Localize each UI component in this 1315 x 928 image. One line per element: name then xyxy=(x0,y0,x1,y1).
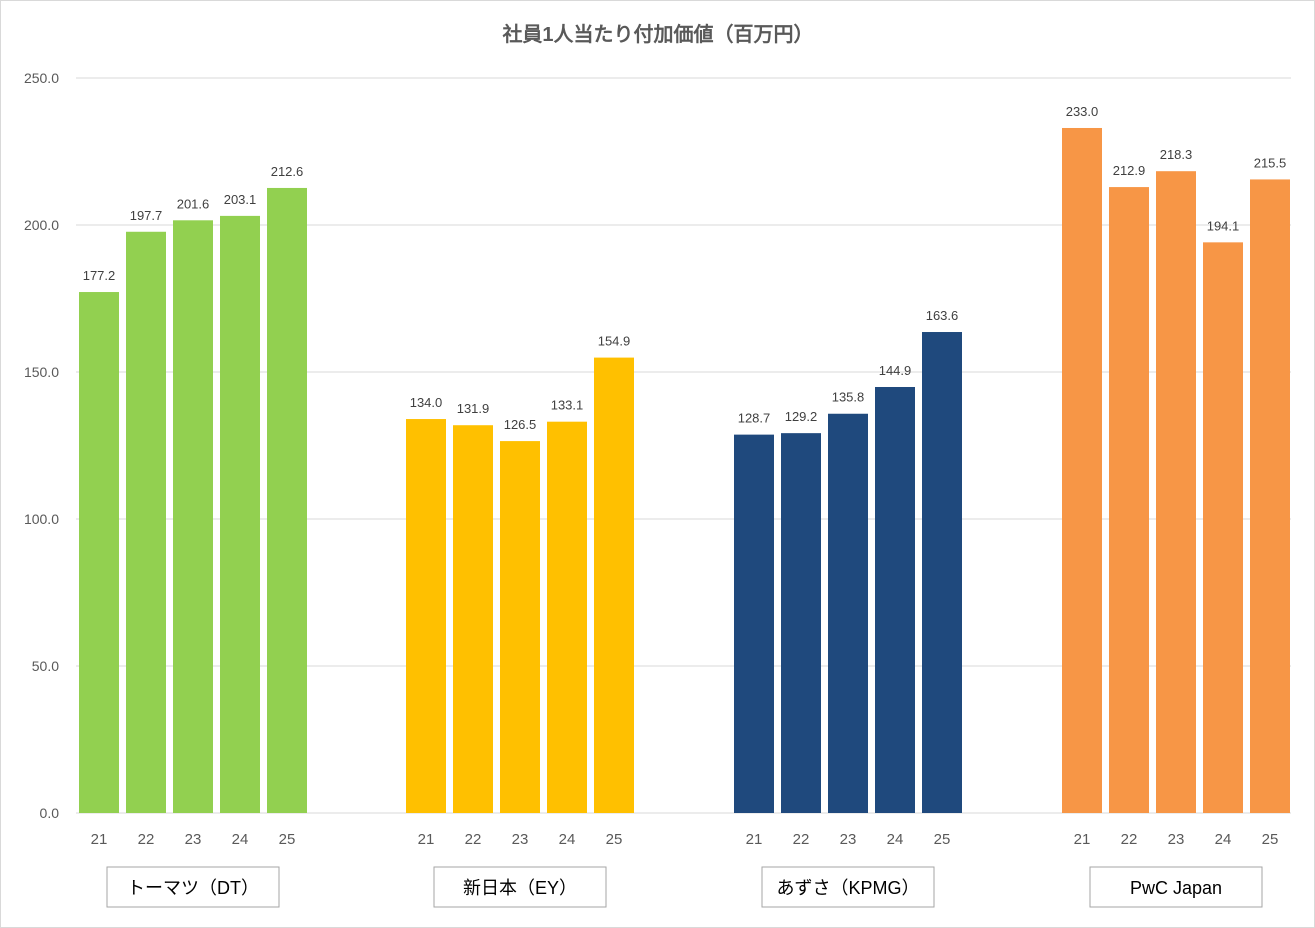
x-tick-label: 22 xyxy=(138,831,155,848)
x-tick-label: 24 xyxy=(887,831,904,848)
bars xyxy=(79,127,1290,814)
bar xyxy=(1062,127,1102,814)
data-label: 128.7 xyxy=(738,411,771,426)
bar xyxy=(220,215,260,814)
bar xyxy=(1109,187,1149,814)
group-label: 新日本（EY） xyxy=(463,878,577,898)
group-label-box xyxy=(433,866,607,908)
data-label: 144.9 xyxy=(879,363,912,378)
group-label-box xyxy=(106,866,280,908)
data-label: 126.5 xyxy=(504,417,537,432)
x-tick-label: 21 xyxy=(91,831,108,848)
x-tick-label: 24 xyxy=(559,831,576,848)
x-tick-label: 23 xyxy=(840,831,857,848)
bar xyxy=(828,413,868,813)
group-label-box xyxy=(1089,866,1263,908)
data-label: 134.0 xyxy=(410,395,443,410)
bar xyxy=(922,332,962,813)
bar xyxy=(126,231,166,814)
bar xyxy=(406,419,446,813)
x-axis-ticks: 21 22 23 24 25 21 22 23 24 25 21 22 23 24 25 21 22 23 24 25 xyxy=(91,831,1279,848)
x-tick-label: 21 xyxy=(418,831,435,848)
data-label: 215.5 xyxy=(1254,155,1287,170)
y-tick-label: 250.0 xyxy=(24,70,59,86)
x-tick-label: 25 xyxy=(1262,831,1279,848)
bar xyxy=(734,434,774,813)
y-tick-label: 100.0 xyxy=(24,511,59,527)
data-labels: 177.2 197.7 201.6 203.1 212.6 134.0 131.9 126.5… xyxy=(83,104,1287,432)
chart-title: 社員1人当たり付加価値（百万円） xyxy=(501,22,813,46)
bar xyxy=(453,425,493,813)
y-tick-label: 200.0 xyxy=(24,217,59,233)
x-tick-label: 23 xyxy=(512,831,529,848)
data-label: 203.1 xyxy=(224,192,257,207)
x-tick-label: 25 xyxy=(606,831,623,848)
x-tick-label: 22 xyxy=(1121,831,1138,848)
x-tick-label: 21 xyxy=(746,831,763,848)
data-label: 197.7 xyxy=(130,208,163,223)
group-label: あずさ（KPMG） xyxy=(776,878,919,898)
data-label: 212.6 xyxy=(271,164,304,179)
x-tick-label: 22 xyxy=(793,831,810,848)
data-label: 233.0 xyxy=(1066,104,1099,119)
y-tick-label: 150.0 xyxy=(24,364,59,380)
x-tick-label: 25 xyxy=(279,831,296,848)
x-tick-label: 23 xyxy=(185,831,202,848)
bar xyxy=(547,421,587,813)
data-label: 129.2 xyxy=(785,409,818,424)
x-tick-label: 24 xyxy=(1215,831,1232,848)
y-tick-label: 0.0 xyxy=(40,805,60,821)
bar xyxy=(267,187,307,813)
bar xyxy=(1156,171,1196,813)
data-label: 135.8 xyxy=(832,390,865,405)
data-label: 163.6 xyxy=(926,308,959,323)
group-label: PwC Japan xyxy=(1130,878,1222,898)
x-tick-label: 21 xyxy=(1074,831,1091,848)
group-labels: トーマツ（DT） 新日本（EY） あずさ（KPMG） PwC Japan xyxy=(106,866,1263,908)
bar xyxy=(79,292,119,814)
y-tick-label: 50.0 xyxy=(32,658,59,674)
bar xyxy=(781,433,821,813)
data-label: 194.1 xyxy=(1207,218,1240,233)
data-label: 131.9 xyxy=(457,401,490,416)
group-label: トーマツ（DT） xyxy=(127,878,259,898)
x-tick-label: 24 xyxy=(232,831,249,848)
x-tick-label: 23 xyxy=(1168,831,1185,848)
bar xyxy=(1250,179,1290,813)
data-label: 133.1 xyxy=(551,398,584,413)
bar xyxy=(500,441,540,813)
data-label: 154.9 xyxy=(598,334,631,349)
bar xyxy=(875,386,915,813)
bar xyxy=(1203,242,1243,813)
y-axis-ticks: 0.0 50.0 100.0 150.0 200.0 250.0 xyxy=(24,70,59,821)
data-label: 212.9 xyxy=(1113,163,1146,178)
data-label: 218.3 xyxy=(1160,147,1193,162)
x-tick-label: 22 xyxy=(465,831,482,848)
bar xyxy=(173,220,213,813)
data-label: 177.2 xyxy=(83,268,116,283)
bar xyxy=(594,357,634,813)
group-label-box xyxy=(761,866,935,908)
x-tick-label: 25 xyxy=(934,831,951,848)
data-label: 201.6 xyxy=(177,196,210,211)
